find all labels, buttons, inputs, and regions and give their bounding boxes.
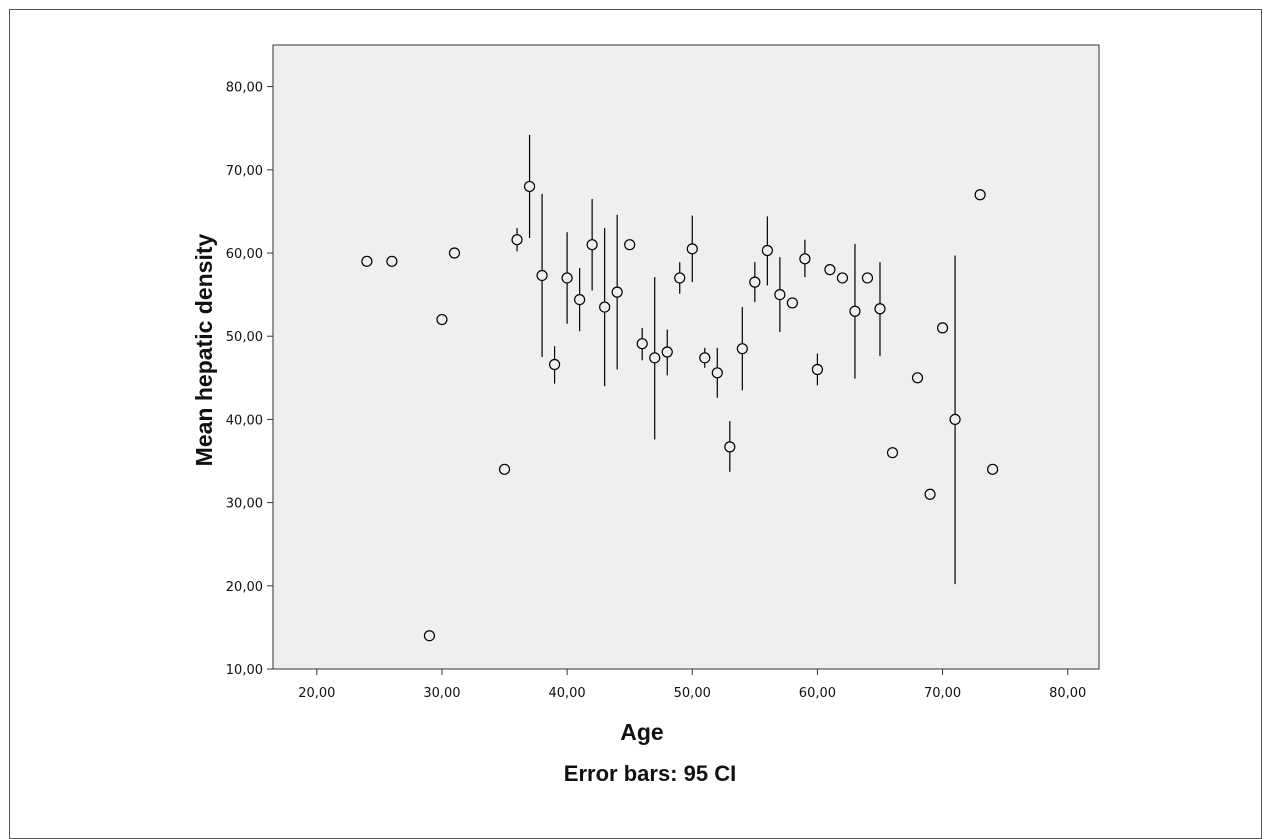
data-point [423, 630, 436, 642]
x-axis-title: Age [620, 719, 663, 745]
plot-area [272, 44, 1100, 670]
x-tick-label: 30,00 [423, 686, 460, 701]
y-tick-label: 70,00 [226, 164, 263, 179]
data-point [824, 264, 836, 276]
data-point [586, 239, 598, 251]
data-marks [361, 134, 999, 642]
data-point [548, 358, 561, 371]
data-point [761, 244, 773, 257]
data-point [561, 272, 573, 284]
data-point [936, 322, 949, 334]
data-point [636, 338, 648, 350]
data-point [699, 352, 711, 364]
data-point [536, 269, 548, 282]
data-point [724, 441, 736, 453]
data-point [686, 243, 698, 255]
data-point [511, 234, 523, 246]
data-point [624, 239, 636, 251]
data-point [924, 488, 936, 500]
x-tick-label: 70,00 [924, 686, 961, 701]
x-tick-label: 50,00 [674, 686, 711, 701]
data-point [911, 372, 924, 384]
y-tick-label: 10,00 [226, 663, 263, 678]
y-tick-label: 60,00 [226, 247, 263, 262]
data-point [811, 363, 824, 376]
data-point [736, 343, 748, 355]
data-point [574, 293, 586, 306]
error-bars-note: Error bars: 95 CI [564, 761, 736, 786]
data-point [949, 413, 961, 425]
x-tick-label: 60,00 [799, 686, 836, 701]
data-point [799, 253, 811, 265]
data-point [861, 272, 874, 284]
scatter-chart: 10,00 20,00 30,00 40,00 50,00 60,00 70,00 80,00… [191, 44, 1100, 786]
data-point [436, 313, 448, 326]
data-point [774, 289, 786, 301]
data-point [661, 346, 673, 358]
data-point [386, 255, 398, 267]
y-tick-label: 20,00 [226, 580, 263, 595]
x-axis: 20,00 30,00 40,00 50,00 60,00 70,00 80,00 [298, 669, 1086, 701]
data-point [498, 463, 511, 475]
data-point [611, 286, 623, 298]
y-tick-label: 50,00 [226, 330, 263, 345]
data-point [836, 272, 849, 284]
data-point [523, 180, 536, 193]
data-point [849, 305, 861, 317]
data-point [749, 276, 761, 288]
data-point [674, 272, 686, 284]
data-point [649, 352, 661, 364]
y-tick-label: 80,00 [226, 81, 263, 96]
data-point [448, 247, 461, 259]
y-axis: 10,00 20,00 30,00 40,00 50,00 60,00 70,00 80,00 [226, 81, 273, 678]
data-point [599, 301, 611, 313]
data-point [711, 367, 723, 379]
data-point [874, 303, 886, 315]
x-tick-label: 40,00 [548, 686, 585, 701]
y-axis-title: Mean hepatic density [191, 233, 217, 466]
data-point [987, 463, 999, 475]
x-tick-label: 20,00 [298, 686, 335, 701]
data-point [886, 447, 899, 459]
x-tick-label: 80,00 [1049, 686, 1086, 701]
y-tick-label: 30,00 [226, 497, 263, 512]
data-point [786, 297, 798, 309]
data-point [361, 255, 373, 267]
data-point [974, 189, 986, 201]
y-tick-label: 40,00 [226, 413, 263, 428]
